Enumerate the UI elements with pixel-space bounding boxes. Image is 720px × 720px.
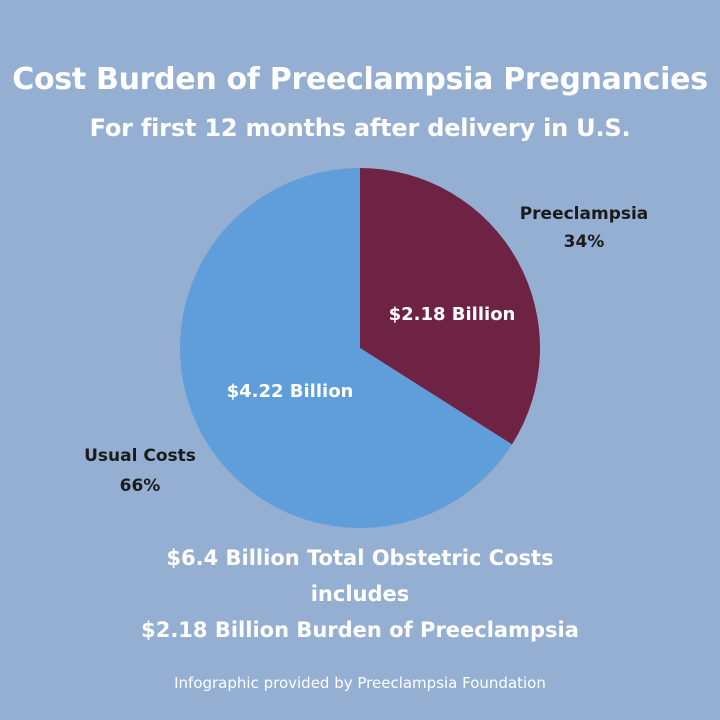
legend-percent-preeclampsia: 34% (564, 232, 605, 252)
summary-burden: $2.18 Billion Burden of Preeclampsia (141, 618, 579, 642)
legend-label-preeclampsia: Preeclampsia (520, 204, 649, 224)
legend-label-usual-costs: Usual Costs (84, 446, 196, 466)
summary-total: $6.4 Billion Total Obstetric Costs (166, 546, 554, 570)
slice-amount-preeclampsia: $2.18 Billion (389, 304, 516, 325)
chart-title: Cost Burden of Preeclampsia Pregnancies (12, 62, 708, 97)
legend-percent-usual-costs: 66% (120, 476, 161, 496)
slice-amount-usual-costs: $4.22 Billion (227, 381, 354, 402)
pie-slice-preeclampsia (360, 168, 540, 445)
pie-slice-usual-costs (179, 168, 512, 529)
summary-includes: includes (310, 582, 410, 606)
chart-subtitle: For first 12 months after delivery in U.… (89, 114, 631, 142)
footer-credit: Infographic provided by Preeclampsia Fou… (174, 674, 546, 692)
